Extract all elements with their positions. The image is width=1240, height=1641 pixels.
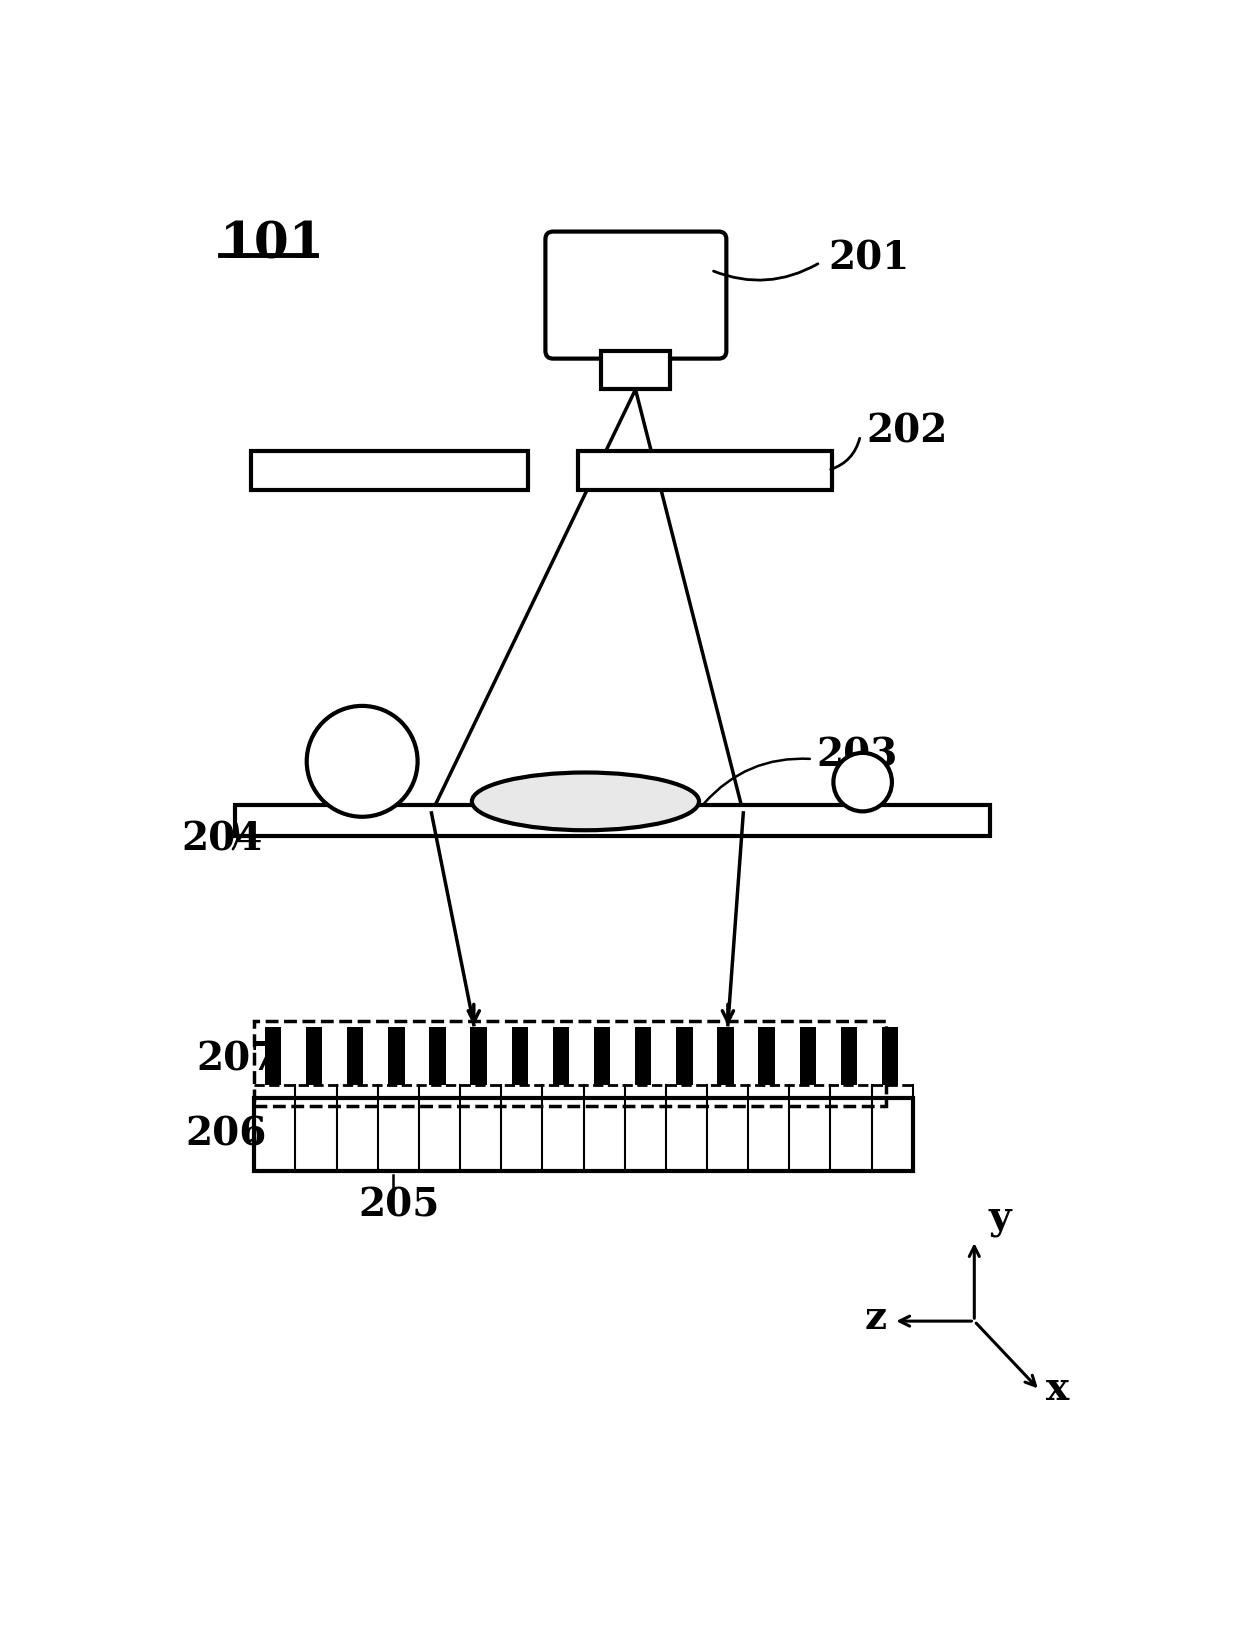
Bar [306,1027,322,1085]
Bar [264,1027,281,1085]
Text: x: x [1045,1370,1069,1408]
Bar [470,1027,487,1085]
Bar [254,1098,913,1172]
Bar [841,1027,857,1085]
Bar [553,1027,569,1085]
Bar [882,1027,898,1085]
Bar [635,1027,651,1085]
FancyBboxPatch shape [546,231,727,359]
Text: z: z [864,1298,887,1337]
Bar [512,1027,528,1085]
Bar [800,1027,816,1085]
Circle shape [833,753,892,811]
Text: 205: 205 [358,1186,440,1224]
Text: 201: 201 [828,240,909,277]
Text: 204: 204 [181,820,263,858]
Text: 207: 207 [197,1040,278,1078]
Bar [759,1027,775,1085]
Bar [594,1027,610,1085]
Bar [254,1021,885,1106]
Text: 203: 203 [816,737,898,775]
Bar [250,451,528,489]
Bar [236,806,990,835]
Bar [601,351,670,389]
Bar [429,1027,445,1085]
Text: y: y [988,1200,1011,1237]
Ellipse shape [472,773,699,830]
Bar [717,1027,734,1085]
Circle shape [306,706,418,817]
Bar [347,1027,363,1085]
Text: 101: 101 [219,220,325,269]
Bar [388,1027,404,1085]
Text: 206: 206 [185,1114,267,1154]
Bar [676,1027,693,1085]
Text: 202: 202 [867,414,947,451]
Bar [578,451,832,489]
